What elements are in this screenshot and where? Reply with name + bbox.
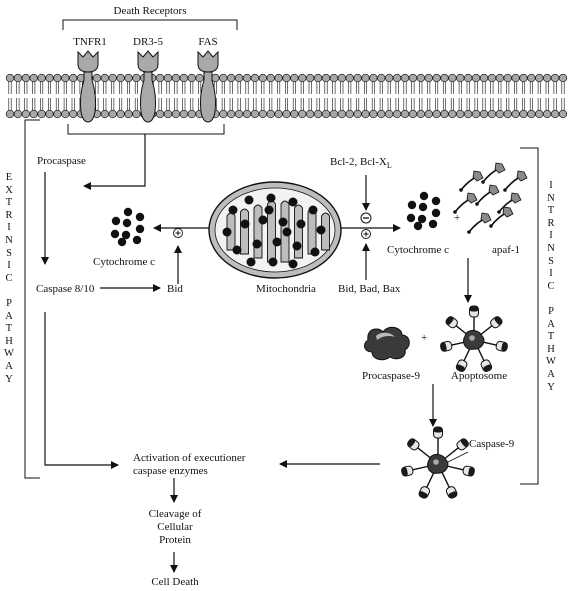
procaspase-9-label: Procaspase-9 <box>362 370 420 382</box>
activation-label-line1: Activation of executioner <box>133 452 245 464</box>
cytochrome-c-left-icon <box>111 208 144 246</box>
receptor-label-fas: FAS <box>198 36 217 48</box>
plus-between-procaspase-apoptosome: + <box>421 332 427 344</box>
bcl2-subscript: L <box>387 161 392 170</box>
procaspase-9-icon <box>365 327 410 359</box>
caspase-9-label: Caspase-9 <box>469 438 514 450</box>
receptor-cluster-bracket <box>68 124 224 134</box>
receptor-label-tnfr1: TNFR1 <box>73 36 107 48</box>
plus-between-cyto-apaf: + <box>454 212 460 224</box>
plus-sign-right-icon <box>362 230 371 239</box>
caspase-8-10-label: Caspase 8/10 <box>36 283 94 295</box>
cleavage-label-line2: Cellular <box>157 521 192 533</box>
death-receptor-2-icon <box>138 51 158 122</box>
intrinsic-bracket <box>520 148 538 484</box>
death-receptors-label: Death Receptors <box>114 5 187 17</box>
plus-sign-left-icon <box>174 229 183 238</box>
apoptosome-icon <box>440 306 508 373</box>
arrow-caspase-to-activation <box>45 312 118 465</box>
cleavage-label-line1: Cleavage of <box>149 508 202 520</box>
cleavage-label-line3: Protein <box>159 534 191 546</box>
bid-label: Bid <box>167 283 183 295</box>
caspase-9-icon <box>401 427 475 499</box>
mitochondria-label: Mitochondria <box>256 283 316 295</box>
death-receptors-bracket <box>63 20 237 30</box>
pro-apoptotic-label: Bid, Bad, Bax <box>338 283 400 295</box>
apaf-1-icon <box>453 163 527 234</box>
procaspase-label: Procaspase <box>37 155 86 167</box>
extrinsic-bracket <box>25 120 40 478</box>
bcl2-main-text: Bcl-2, Bcl-X <box>330 156 387 168</box>
death-receptor-1-icon <box>78 51 98 122</box>
receptor-label-dr3-5: DR3-5 <box>133 36 163 48</box>
apoptosome-label: Apoptosome <box>451 370 507 382</box>
cytochrome-c-right-icon <box>407 192 440 230</box>
minus-sign-icon <box>361 213 371 223</box>
mitochondria-icon <box>209 182 341 278</box>
extrinsic-pathway-label: E X T R I N S I C P A T H W A Y <box>3 172 15 386</box>
apaf-1-label: apaf-1 <box>492 244 520 256</box>
arrow-receptors-to-procaspase <box>84 134 145 186</box>
activation-label-line2: caspase enzymes <box>133 465 208 477</box>
intrinsic-pathway-label: I N T R I N S I C P A T H W A Y <box>545 180 557 394</box>
cytochrome-c-left-label: Cytochrome c <box>93 256 155 268</box>
cytochrome-c-right-label: Cytochrome c <box>387 244 449 256</box>
bcl2-label: Bcl-2, Bcl-XL <box>330 156 392 172</box>
cell-death-label: Cell Death <box>151 576 198 588</box>
